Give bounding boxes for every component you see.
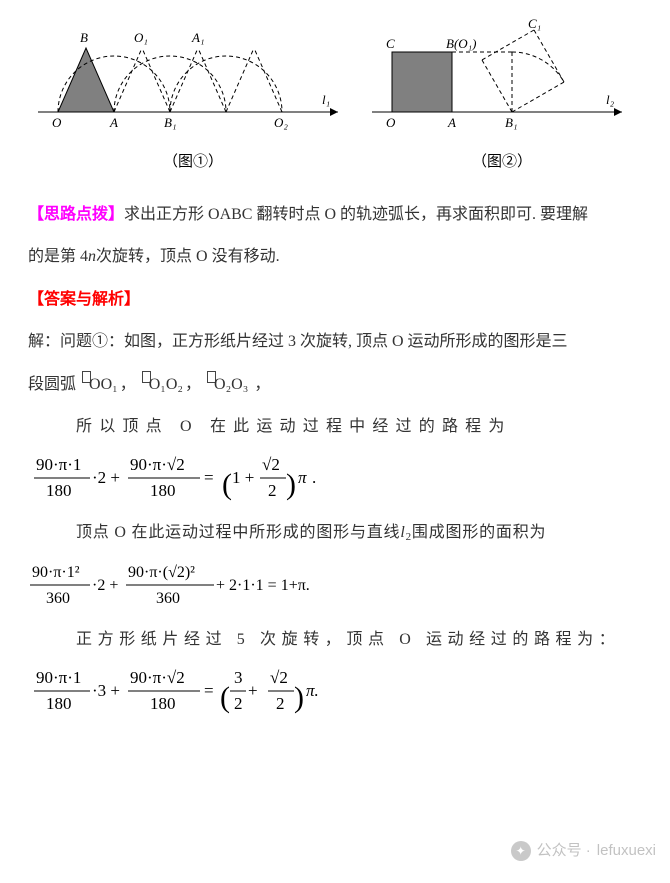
svg-text:√2: √2 [262,455,280,474]
figures-row: O A B O₁ A₁ B₁ O₂ l₁ （图①） [28,12,642,180]
fig2-label-A: A [447,115,456,130]
figure-2-caption: （图②） [472,144,532,180]
watermark-prefix: 公众号 · [537,833,591,869]
svg-text:2: 2 [276,694,285,713]
svg-text:): ) [286,468,296,501]
sol1b-pre: 段圆弧 [28,376,76,393]
hint-n: n [88,248,96,265]
svg-text:·2 +: ·2 + [92,468,120,487]
hint-text-1: 求出正方形 OABC 翻转时点 O 的轨迹弧长，再求面积即可. 要理解 [124,206,588,223]
svg-text:(: ( [222,468,232,501]
fig1-label-O2: O₂ [274,115,288,130]
formula-2: 90·π·1² 360 ·2 + 90·π·(√2)² 360 + 2·1·1 … [28,557,358,613]
svg-text:90·π·1: 90·π·1 [36,668,81,687]
solution-line-1: 解：问题①：如图，正方形纸片经过 3 次旋转, 顶点 O 运动所形成的图形是三 [28,323,642,361]
figure-1: O A B O₁ A₁ B₁ O₂ l₁ （图①） [38,12,348,180]
hint-text-2a: 的是第 4 [28,248,88,265]
answer-label: 【答案与解析】 [28,291,140,308]
fig1-line-label: l₁ [322,92,330,107]
hint-text-2b: 次旋转，顶点 O 没有移动. [96,248,280,265]
fig2-label-B: B(O₁) [446,36,477,51]
hint-paragraph-1: 【思路点拨】求出正方形 OABC 翻转时点 O 的轨迹弧长，再求面积即可. 要理… [28,196,642,234]
svg-text:+ 2·1·1 = 1+π.: + 2·1·1 = 1+π. [216,577,310,594]
svg-text:3: 3 [234,668,243,687]
solution-line-2: 段圆弧 OO₁， O₁O₂， O₂O₃ ， [28,366,642,404]
svg-text:=: = [204,468,214,487]
figure-1-svg: O A B O₁ A₁ B₁ O₂ l₁ [38,12,348,142]
figure-2: O A C B(O₁) B₁ C₁ l₂ （图②） [372,12,632,180]
svg-text:π: π [298,468,307,487]
figure-2-svg: O A C B(O₁) B₁ C₁ l₂ [372,12,632,142]
svg-text:180: 180 [150,694,176,713]
fig1-label-O: O [52,115,62,130]
svg-text:): ) [294,681,304,714]
fig1-label-A1: A₁ [191,30,204,45]
watermark-name: lefuxuexi [597,833,656,869]
svg-text:180: 180 [46,481,72,500]
formula-3: 90·π·1 180 ·3 + 90·π·√2 180 = ( 3 2 + √2… [28,663,338,719]
hint-label: 【思路点拨】 [28,206,124,223]
fig2-label-C1: C₁ [528,16,541,31]
svg-text:=: = [204,681,214,700]
fig1-label-O1: O₁ [134,30,148,45]
svg-text:2: 2 [234,694,243,713]
svg-text:(: ( [220,681,230,714]
fig1-label-B1: B₁ [164,115,176,130]
svg-text:360: 360 [156,590,180,607]
fig2-line-label: l₂ [606,92,615,107]
svg-text:180: 180 [46,694,72,713]
figure-1-caption: （图①） [163,144,223,180]
watermark: ✦ 公众号 · lefuxuexi [511,833,656,869]
fig1-label-B: B [80,30,88,45]
formula-1: 90·π·1 180 ·2 + 90·π·√2 180 = ( 1 + √2 2… [28,450,328,506]
arc-2: O₁O₂ [140,366,185,404]
svg-text:180: 180 [150,481,176,500]
arc-1: OO₁ [80,366,120,404]
svg-text:2: 2 [268,481,277,500]
svg-text:90·π·1: 90·π·1 [36,455,81,474]
svg-text:1 +: 1 + [232,468,254,487]
arc-3: O₂O₃ [205,366,250,404]
solution-line-3: 所以顶点 O 在此运动过程中经过的路程为 [28,408,642,446]
hint-paragraph-2: 的是第 4n次旋转，顶点 O 没有移动. [28,238,642,276]
fig1-label-A: A [109,115,118,130]
solution-line-5: 正方形纸片经过 5 次旋转，顶点 O 运动经过的路程为： [28,621,642,659]
wechat-icon: ✦ [511,841,531,861]
svg-text:90·π·(√2)²: 90·π·(√2)² [128,564,195,581]
svg-text:360: 360 [46,590,70,607]
svg-text:π.: π. [306,681,319,700]
svg-text:+: + [248,681,258,700]
answer-label-line: 【答案与解析】 [28,281,642,319]
solution-line-4: 顶点 O 在此运动过程中所形成的图形与直线l2围成图形的面积为 [28,514,642,552]
svg-text:√2: √2 [270,668,288,687]
svg-text:.: . [312,468,316,487]
fig2-label-O: O [386,115,396,130]
svg-text:90·π·√2: 90·π·√2 [130,455,185,474]
svg-text:90·π·1²: 90·π·1² [32,564,80,581]
fig2-label-B1: B₁ [505,115,517,130]
svg-text:·2 +: ·2 + [92,577,118,594]
fig2-label-C: C [386,36,395,51]
svg-text:90·π·√2: 90·π·√2 [130,668,185,687]
svg-text:·3 +: ·3 + [92,681,120,700]
